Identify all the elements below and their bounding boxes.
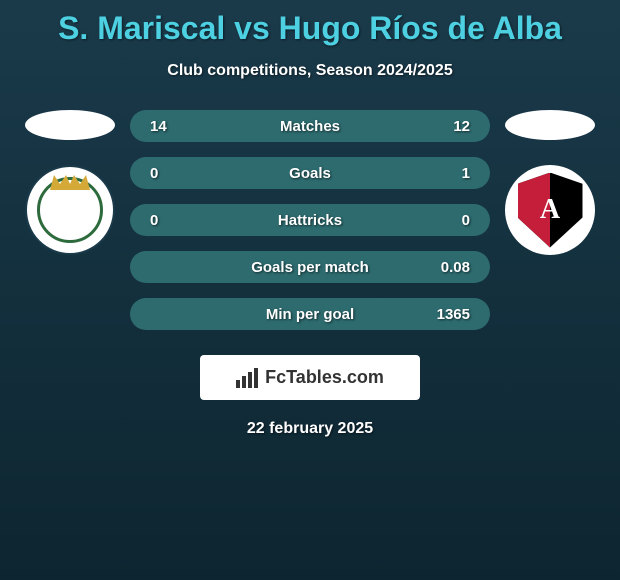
brand-badge: FcTables.com: [200, 355, 420, 400]
footer-date: 22 february 2025: [0, 420, 620, 438]
stat-right-value: 1: [430, 165, 470, 182]
stat-row-matches: 14 Matches 12: [130, 110, 490, 142]
stat-right-value: 0.08: [430, 259, 470, 276]
stat-right-value: 1365: [430, 306, 470, 323]
stat-row-goals: 0 Goals 1: [130, 157, 490, 189]
chart-icon: [236, 368, 260, 388]
atlas-shield-icon: A: [518, 173, 583, 248]
season-subtitle: Club competitions, Season 2024/2025: [0, 62, 620, 80]
comparison-title: S. Mariscal vs Hugo Ríos de Alba: [0, 0, 620, 47]
player-avatar-right: [505, 110, 595, 140]
stat-left-value: 14: [150, 118, 190, 135]
club-logo-atlas: A: [505, 165, 595, 255]
stat-row-hattricks: 0 Hattricks 0: [130, 204, 490, 236]
stat-row-min-per-goal: Min per goal 1365: [130, 298, 490, 330]
stat-row-goals-per-match: Goals per match 0.08: [130, 251, 490, 283]
stat-left-value: 0: [150, 165, 190, 182]
stats-list: 14 Matches 12 0 Goals 1 0 Hattricks 0 Go…: [130, 110, 490, 330]
santos-crown-icon: [50, 175, 90, 190]
stat-label: Goals: [289, 165, 331, 182]
brand-text: FcTables.com: [265, 367, 384, 388]
stat-label: Goals per match: [251, 259, 369, 276]
stat-label: Matches: [280, 118, 340, 135]
club-logo-santos: [25, 165, 115, 255]
stat-right-value: 0: [430, 212, 470, 229]
stat-right-value: 12: [430, 118, 470, 135]
stat-label: Min per goal: [266, 306, 354, 323]
stat-left-value: 0: [150, 212, 190, 229]
player-right-column: A: [490, 110, 610, 255]
player-avatar-left: [25, 110, 115, 140]
player-left-column: [10, 110, 130, 255]
atlas-letter-icon: A: [540, 194, 560, 226]
comparison-content: 14 Matches 12 0 Goals 1 0 Hattricks 0 Go…: [0, 110, 620, 330]
stat-label: Hattricks: [278, 212, 342, 229]
